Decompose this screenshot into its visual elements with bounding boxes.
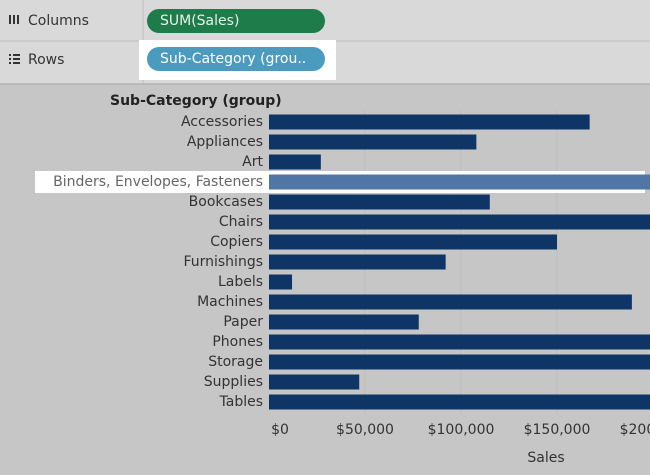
x-tick-label: $0 [271, 422, 289, 438]
y-tick-label: Phones [212, 334, 263, 350]
y-tick-label: Accessories [181, 114, 263, 130]
shelf-label: Columns [28, 13, 89, 29]
pill-label[interactable]: SUM(Sales) [160, 13, 239, 29]
x-axis-title: Sales [527, 450, 564, 466]
bar [269, 274, 293, 290]
bar [269, 214, 650, 230]
y-tick-label: Appliances [187, 134, 263, 150]
bar [269, 154, 321, 170]
pill[interactable] [147, 9, 325, 33]
bar [269, 174, 650, 190]
x-tick-label: $50,000 [336, 422, 394, 438]
bar [269, 234, 557, 250]
y-tick-label: Bookcases [189, 194, 263, 210]
bar [269, 134, 477, 150]
y-tick-label: Art [242, 154, 263, 170]
bar [269, 314, 419, 330]
pill[interactable] [147, 47, 325, 71]
pill-label[interactable]: Sub-Category (grou.. [160, 51, 306, 67]
y-tick-label: Furnishings [183, 254, 263, 270]
y-tick-label: Copiers [210, 234, 263, 250]
bar [269, 334, 650, 350]
bar [269, 374, 360, 390]
y-tick-label: Binders, Envelopes, Fasteners [53, 174, 263, 190]
bar [269, 114, 590, 130]
rows-icon [9, 54, 20, 64]
shelf-label: Rows [28, 52, 64, 68]
bar [269, 354, 650, 370]
x-tick-label: $100,000 [428, 422, 495, 438]
y-tick-label: Labels [218, 274, 263, 290]
bar [269, 254, 446, 270]
y-tick-label: Supplies [204, 374, 263, 390]
bar [269, 294, 632, 310]
y-tick-label: Storage [208, 354, 263, 370]
x-tick-label: $200,000 [620, 422, 650, 438]
y-tick-label: Machines [197, 294, 263, 310]
row-header: Sub-Category (group) [110, 93, 282, 109]
y-tick-label: Paper [223, 314, 263, 330]
y-tick-label: Tables [219, 394, 264, 410]
bar [269, 194, 490, 210]
y-tick-label: Chairs [219, 214, 263, 230]
bar [269, 394, 650, 410]
x-tick-label: $150,000 [524, 422, 591, 438]
columns-icon [9, 15, 19, 24]
